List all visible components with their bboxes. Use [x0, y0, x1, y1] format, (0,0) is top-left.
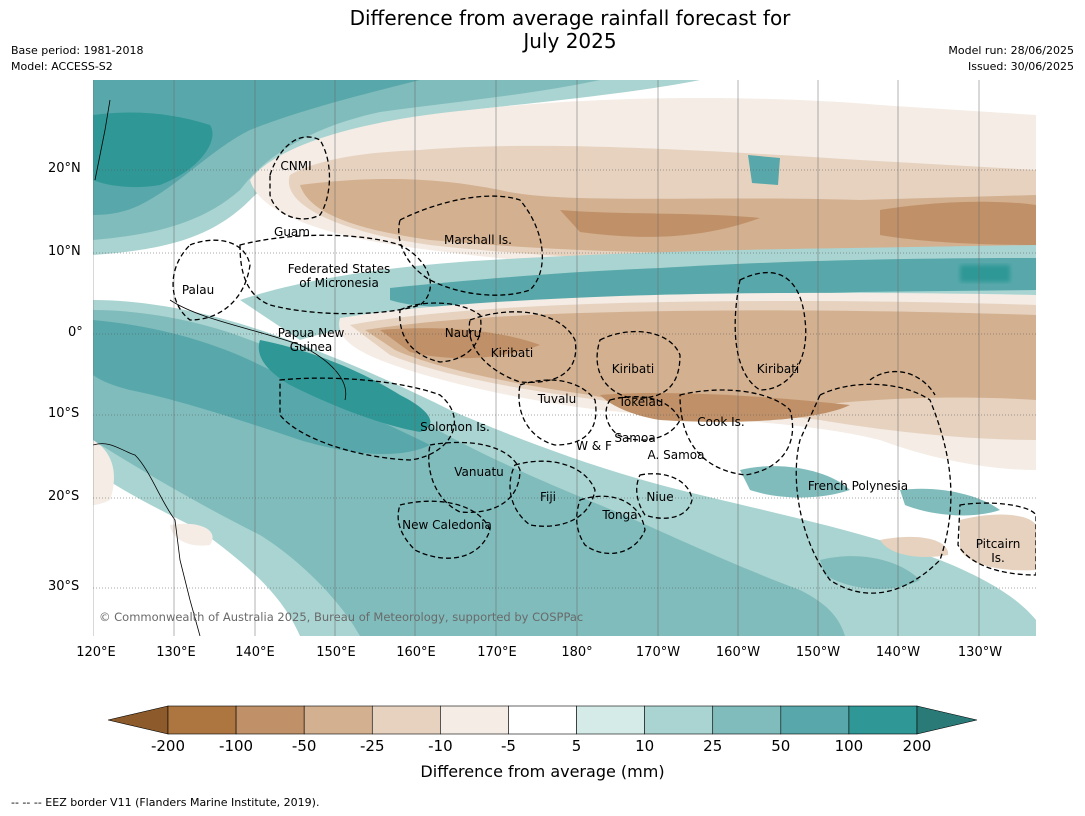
colorbar-tick-label: -5	[500, 737, 516, 755]
issued-date: Issued: 30/06/2025	[967, 60, 1074, 73]
region-label-tuvalu: Tuvalu	[537, 392, 577, 406]
colorbar-tick-label: 5	[571, 737, 582, 755]
lat-label-10n: 10°N	[48, 244, 81, 259]
region-label-tokelau: Tokelau	[618, 395, 664, 409]
region-label-kiribati-west: Kiribati	[490, 346, 534, 360]
colorbar-arrow-high	[916, 705, 978, 735]
colorbar-title: Difference from average (mm)	[420, 762, 665, 781]
region-label-samoa: Samoa	[614, 431, 656, 445]
lon-label-130w: 130°W	[957, 645, 1003, 660]
meta-left: Base period: 1981-2018 Model: ACCESS-S2	[11, 43, 143, 75]
region-label-marshall: Marshall Is.	[444, 233, 512, 247]
colorbar-tick-label: 25	[703, 737, 723, 755]
model-run: Model run: 28/06/2025	[948, 44, 1074, 57]
colorbar-tick-label: -200	[150, 737, 186, 755]
lat-label-0: 0°	[68, 325, 83, 340]
region-label-guam: Guam	[274, 225, 310, 239]
title-line-2: July 2025	[523, 29, 617, 53]
region-label-tonga: Tonga	[602, 508, 638, 522]
lon-label-180: 180°	[561, 645, 593, 660]
region-label-cnmi: CNMI	[280, 159, 312, 173]
colorbar-tick-label: 10	[635, 737, 655, 755]
colorbar-box	[576, 705, 645, 735]
region-label-kiribati-central: Kiribati	[611, 362, 655, 376]
meta-right: Model run: 28/06/2025 Issued: 30/06/2025	[948, 43, 1074, 75]
colorbar-tick-label: 50	[771, 737, 791, 755]
colorbar-box	[508, 705, 577, 735]
lon-label-170e: 170°E	[477, 645, 517, 660]
lon-label-150w: 150°W	[795, 645, 841, 660]
colorbar-arrow-low	[107, 705, 169, 735]
region-label-cook: Cook Is.	[697, 415, 745, 429]
region-label-american-samoa: A. Samoa	[647, 448, 705, 462]
colorbar-box	[303, 705, 373, 735]
region-label-wallis-futuna: W & F	[576, 439, 612, 453]
region-label-new-caledonia: New Caledonia	[402, 518, 492, 532]
colorbar	[107, 705, 978, 735]
colorbar-box	[235, 705, 305, 735]
lon-label-150e: 150°E	[316, 645, 356, 660]
region-label-french-polynesia: French Polynesia	[807, 479, 909, 493]
lon-label-160e: 160°E	[396, 645, 436, 660]
lon-label-170w: 170°W	[635, 645, 681, 660]
lon-label-140e: 140°E	[235, 645, 275, 660]
colorbar-tick-label: -25	[360, 737, 385, 755]
colorbar-tick-label: -10	[428, 737, 453, 755]
colorbar-box	[167, 705, 237, 735]
region-label-vanuatu: Vanuatu	[454, 465, 504, 479]
lon-label-120e: 120°E	[76, 645, 116, 660]
colorbar-box	[644, 705, 714, 735]
eez-borders	[172, 136, 1036, 594]
lon-label-140w: 140°W	[875, 645, 921, 660]
colorbar-box	[780, 705, 850, 735]
region-label-pitcairn: Pitcairn Is.	[975, 537, 1021, 565]
lon-label-160w: 160°W	[715, 645, 761, 660]
title-line-1: Difference from average rainfall forecas…	[349, 6, 791, 30]
eez-footnote: -- -- -- EEZ border V11 (Flanders Marine…	[11, 796, 320, 809]
lat-label-20n: 20°N	[48, 161, 81, 176]
region-label-fiji: Fiji	[539, 490, 557, 504]
colorbar-tick-label: 100	[834, 737, 864, 755]
lat-label-20s: 20°S	[48, 489, 80, 504]
gridlines	[93, 169, 1036, 589]
colorbar-box	[440, 705, 509, 735]
region-label-png: Papua New Guinea	[277, 326, 345, 354]
copyright-notice: © Commonwealth of Australia 2025, Bureau…	[99, 610, 584, 624]
region-label-kiribati-east: Kiribati	[756, 362, 800, 376]
colorbar-tick-label: 200	[902, 737, 932, 755]
colorbar-box	[371, 705, 441, 735]
region-label-palau: Palau	[181, 283, 215, 297]
map-title: Difference from average rainfall forecas…	[0, 7, 1085, 53]
region-label-solomon: Solomon Is.	[420, 420, 490, 434]
region-label-nauru: Nauru	[444, 326, 482, 340]
colorbar-tick-label: -50	[291, 737, 317, 755]
hawaii-patch	[748, 155, 780, 185]
base-period: Base period: 1981-2018	[11, 44, 144, 57]
lon-label-130e: 130°E	[156, 645, 196, 660]
colorbar-tick-label: -100	[219, 737, 254, 755]
lat-label-30s: 30°S	[48, 579, 80, 594]
model-name: Model: ACCESS-S2	[11, 60, 113, 73]
region-label-fsm: Federated States of Micronesia	[287, 262, 391, 290]
colorbar-box	[848, 705, 918, 735]
colorbar-box	[712, 705, 782, 735]
australia-coastline	[93, 443, 201, 636]
region-label-niue: Niue	[646, 490, 674, 504]
lat-label-10s: 10°S	[48, 406, 80, 421]
